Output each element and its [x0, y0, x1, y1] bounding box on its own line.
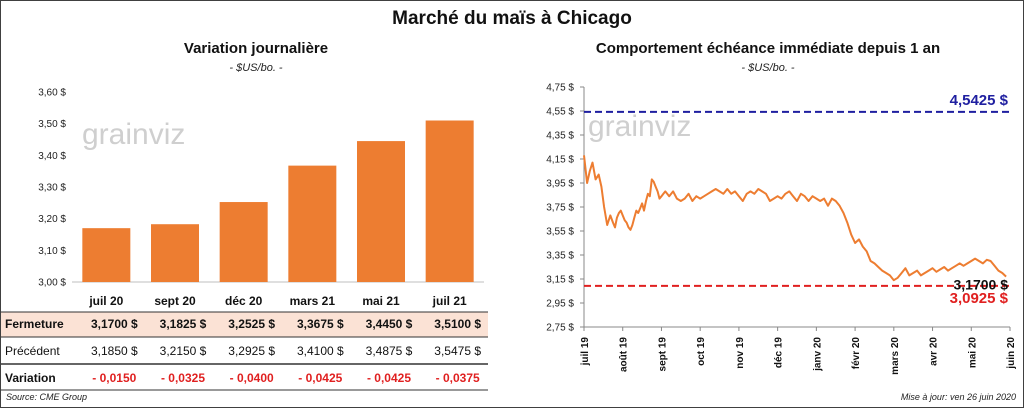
table-cell: 3,1700 $	[91, 317, 138, 331]
line-x-tick-label: août 19	[619, 337, 630, 372]
line-y-tick-label: 4,55 $	[546, 107, 574, 118]
bar-y-tick-label: 3,20 $	[38, 214, 66, 225]
bar-y-tick-label: 3,00 $	[38, 278, 66, 289]
line-y-tick-label: 4,15 $	[546, 155, 574, 166]
line-y-tick-label: 4,75 $	[546, 83, 574, 94]
table-row-label: Fermeture	[5, 317, 64, 331]
line-y-tick-label: 3,75 $	[546, 203, 574, 214]
bar-x-label: juil 21	[432, 294, 467, 308]
bar-y-tick-label: 3,10 $	[38, 246, 66, 257]
table-cell: - 0,0400	[230, 371, 274, 385]
table-cell: - 0,0425	[367, 371, 411, 385]
line-y-tick-label: 3,95 $	[546, 179, 574, 190]
bar	[151, 224, 199, 282]
line-chart-title: Comportement échéance immédiate depuis 1…	[595, 40, 941, 57]
table-row-label: Variation	[5, 371, 56, 385]
bar-y-tick-label: 3,30 $	[38, 183, 66, 194]
price-series-line	[583, 155, 1007, 282]
line-x-tick-label: janv 20	[812, 337, 823, 372]
line-x-tick-label: juin 20	[1006, 337, 1017, 370]
table-cell: - 0,0375	[436, 371, 480, 385]
line-x-tick-label: nov 19	[735, 337, 746, 369]
line-y-tick-label: 2,95 $	[546, 299, 574, 310]
table-cell: 3,4100 $	[297, 344, 344, 358]
bar-chart-title: Variation journalière	[183, 40, 329, 57]
table-row-label: Précédent	[5, 344, 60, 358]
bar-x-label: mai 21	[362, 294, 400, 308]
bar-y-tick-label: 3,40 $	[38, 151, 66, 162]
line-y-tick-label: 3,35 $	[546, 251, 574, 262]
fermeture-row-bg	[1, 312, 488, 337]
line-x-tick-label: févr 20	[851, 337, 862, 370]
table-cell: 3,2525 $	[228, 317, 275, 331]
table-cell: 3,2150 $	[160, 344, 207, 358]
bar-x-label: mars 21	[290, 294, 336, 308]
line-x-tick-label: juil 19	[580, 337, 591, 367]
table-cell: 3,1850 $	[91, 344, 138, 358]
watermark-right: grainviz	[588, 110, 691, 143]
table-cell: - 0,0150	[92, 371, 136, 385]
bar-x-label: déc 20	[225, 294, 263, 308]
line-x-tick-label: avr 20	[929, 337, 940, 366]
bar-chart-unit: - $US/bo. -	[229, 62, 283, 74]
update-note: Mise à jour: ven 26 juin 2020	[900, 392, 1016, 402]
table-cell: 3,2925 $	[228, 344, 275, 358]
bar	[357, 141, 405, 282]
table-cell: 3,4450 $	[366, 317, 413, 331]
line-x-tick-label: sept 19	[657, 337, 668, 372]
table-cell: 3,5475 $	[434, 344, 481, 358]
bar-y-tick-label: 3,50 $	[38, 119, 66, 130]
table-cell: 3,1825 $	[160, 317, 207, 331]
bar	[288, 165, 337, 282]
line-x-tick-label: déc 19	[774, 337, 785, 369]
table-cell: - 0,0425	[298, 371, 342, 385]
bar	[425, 120, 474, 282]
page-title: Marché du maïs à Chicago	[392, 8, 632, 29]
bar	[219, 202, 268, 282]
last-value-label: 3,1700 $	[954, 277, 1009, 293]
watermark-left: grainviz	[82, 118, 185, 151]
low-label: 3,0925 $	[950, 290, 1009, 307]
bar-x-label: sept 20	[154, 294, 196, 308]
bar	[82, 228, 131, 282]
line-x-tick-label: mai 20	[967, 337, 978, 369]
source-note: Source: CME Group	[6, 392, 88, 402]
line-chart-unit: - $US/bo. -	[741, 62, 795, 74]
line-y-tick-label: 4,35 $	[546, 131, 574, 142]
bar-y-tick-label: 3,60 $	[38, 88, 66, 99]
high-label: 4,5425 $	[950, 92, 1009, 109]
table-cell: - 0,0325	[161, 371, 205, 385]
table-cell: 3,5100 $	[434, 317, 481, 331]
line-x-tick-label: oct 19	[696, 337, 707, 366]
line-x-tick-label: mars 20	[890, 337, 901, 375]
bar-x-label: juil 20	[88, 294, 123, 308]
line-y-tick-label: 2,75 $	[546, 323, 574, 334]
line-y-tick-label: 3,55 $	[546, 227, 574, 238]
table-cell: 3,4875 $	[366, 344, 413, 358]
table-cell: 3,3675 $	[297, 317, 344, 331]
line-y-tick-label: 3,15 $	[546, 275, 574, 286]
